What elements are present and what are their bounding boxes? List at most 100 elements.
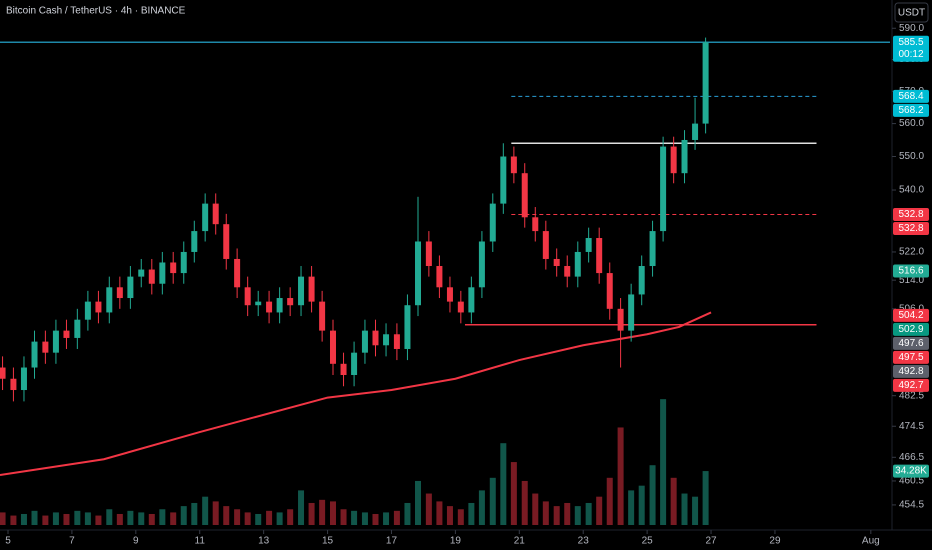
candle-body	[319, 301, 326, 331]
volume-bar	[266, 510, 273, 525]
candle-body	[383, 334, 390, 346]
y-tick-label: 514.0	[899, 275, 924, 286]
candle-body	[510, 156, 517, 174]
candle-body	[287, 298, 294, 306]
candle-body	[628, 294, 635, 331]
price-badge	[893, 308, 929, 322]
volume-bar	[542, 501, 549, 525]
volume-bar	[95, 515, 102, 525]
volume-bar	[202, 496, 209, 525]
price-badge-label: 502.9	[898, 324, 923, 335]
volume-bar	[446, 506, 453, 525]
price-badge	[893, 350, 929, 364]
volume-bar	[606, 477, 613, 525]
candle-body	[564, 266, 571, 277]
volume-bar	[255, 513, 262, 525]
volume-bar	[298, 490, 305, 525]
countdown: 00:12	[898, 49, 923, 60]
candle-body	[414, 241, 421, 306]
price-badge-label: 492.7	[898, 380, 923, 391]
candle-body	[138, 269, 145, 277]
volume-bar	[564, 502, 571, 525]
volume-bar	[436, 501, 443, 525]
x-tick-label: 11	[195, 536, 206, 547]
price-badge	[893, 89, 929, 103]
candle-body	[31, 341, 38, 368]
x-tick-label: 19	[450, 536, 462, 547]
price-badge-label: 492.8	[898, 366, 923, 377]
price-badge-label: 568.2	[898, 105, 923, 116]
currency-label[interactable]: USDT	[898, 8, 925, 19]
candle-body	[500, 156, 507, 204]
volume-bar	[84, 512, 91, 525]
y-tick-label: 522.0	[899, 247, 924, 258]
volume-bar	[52, 512, 59, 525]
volume-bar	[20, 513, 27, 525]
x-tick-label: 15	[322, 536, 334, 547]
volume-bar	[234, 509, 241, 525]
candle-body	[340, 363, 347, 375]
volume-bar	[319, 499, 326, 525]
candle-body	[425, 241, 432, 267]
volume-bar	[351, 510, 358, 525]
price-badge-label: 497.5	[898, 352, 923, 363]
y-tick-label: 590.0	[899, 23, 924, 34]
y-tick-label: 466.5	[899, 452, 924, 463]
candle-body	[255, 301, 262, 306]
candle-body	[585, 238, 592, 252]
candle-body	[266, 301, 273, 313]
currency-button[interactable]	[894, 2, 929, 23]
candle-body	[446, 287, 453, 302]
candle-body	[170, 262, 177, 274]
volume-bar	[212, 501, 219, 525]
candle-body	[106, 287, 113, 313]
price-badge	[893, 364, 929, 378]
volume-bar	[404, 502, 411, 525]
volume-bar	[180, 506, 187, 525]
candle-body	[468, 287, 475, 313]
volume-bar	[425, 493, 432, 525]
candle-body	[20, 367, 27, 391]
candle-body	[574, 251, 581, 277]
volume-bar	[191, 502, 198, 525]
volume-bar	[106, 509, 113, 525]
candle-body	[436, 266, 443, 288]
volume-bar	[287, 509, 294, 525]
x-tick-label: 9	[133, 536, 139, 547]
candle-body	[212, 203, 219, 225]
candle-body	[660, 146, 667, 232]
volume-bar	[393, 510, 400, 525]
price-badge	[893, 208, 929, 222]
volume-bar	[0, 512, 6, 525]
volume-bar	[63, 513, 70, 525]
x-tick-label: 5	[5, 536, 11, 547]
candle-body	[10, 378, 17, 391]
volume-bar	[329, 501, 336, 525]
y-tick-label: 460.5	[899, 476, 924, 487]
candle-body	[457, 301, 464, 313]
volume-bar	[660, 399, 667, 525]
price-badge	[893, 103, 929, 117]
y-tick-label: 454.5	[899, 500, 924, 511]
candle-body	[63, 330, 70, 338]
y-tick-label: 482.5	[899, 390, 924, 401]
candle-body	[84, 301, 91, 320]
candle-body	[692, 123, 699, 140]
volume-bar	[628, 490, 635, 525]
candle-body	[95, 301, 102, 313]
volume-bar	[692, 496, 699, 525]
volume-bar	[159, 509, 166, 525]
candle-body	[596, 238, 603, 274]
x-tick-label: 17	[386, 536, 398, 547]
x-tick-label: 13	[258, 536, 270, 547]
volume-bar	[361, 512, 368, 525]
candle-body	[234, 258, 241, 288]
candle-body	[202, 203, 209, 232]
candle-body	[404, 305, 411, 349]
price-badge-label: 532.8	[898, 209, 923, 220]
candle-body	[489, 203, 496, 242]
volume-bar	[383, 512, 390, 525]
moving-average	[0, 311, 712, 476]
price-badge-label: 585.5	[898, 37, 923, 48]
